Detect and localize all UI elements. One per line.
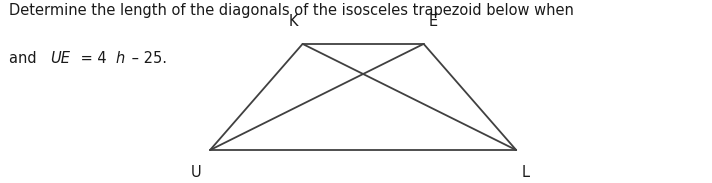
Text: L: L	[521, 165, 530, 180]
Text: and: and	[9, 51, 41, 66]
Text: K: K	[288, 14, 298, 29]
Text: = 4: = 4	[76, 51, 107, 66]
Text: h: h	[115, 51, 125, 66]
Text: U: U	[191, 165, 201, 180]
Text: UE: UE	[50, 51, 70, 66]
Text: E: E	[429, 14, 437, 29]
Text: – 25.: – 25.	[127, 51, 167, 66]
Text: Determine the length of the diagonals of the isosceles trapezoid below when: Determine the length of the diagonals of…	[9, 3, 578, 18]
